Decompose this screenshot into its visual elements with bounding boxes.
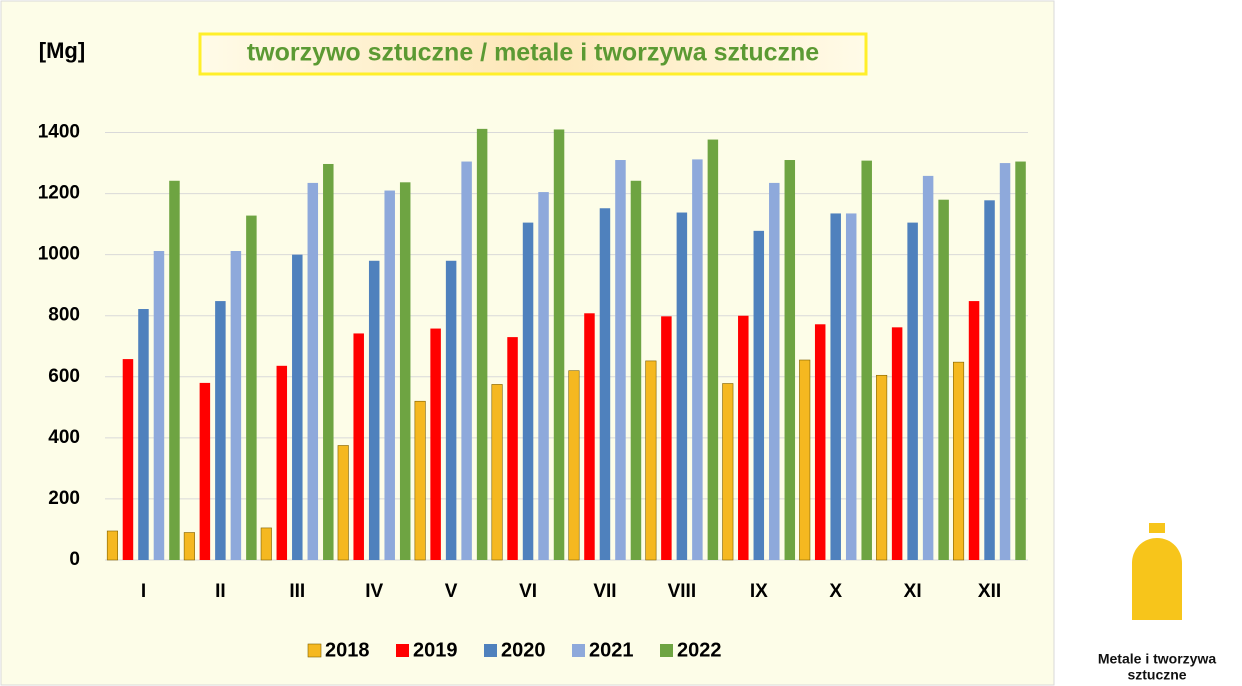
- x-tick-label: I: [141, 581, 146, 602]
- x-tick-label: VII: [593, 581, 616, 602]
- bar: [476, 128, 488, 561]
- legend-swatch: [660, 644, 673, 657]
- y-tick-label: 800: [48, 305, 80, 326]
- bar: [292, 254, 303, 560]
- bar: [568, 370, 580, 561]
- bar: [183, 532, 195, 561]
- logo-bottle: [1132, 538, 1182, 620]
- legend-label: 2022: [677, 639, 722, 661]
- bar: [430, 328, 441, 560]
- x-tick-label: V: [445, 581, 458, 602]
- bar: [276, 365, 288, 560]
- y-tick-label: 1000: [38, 244, 80, 265]
- bar: [968, 301, 980, 560]
- legend-label: 2018: [325, 639, 370, 661]
- bar: [1015, 161, 1026, 561]
- bar: [414, 400, 426, 561]
- bar: [445, 260, 457, 560]
- bar: [169, 180, 180, 560]
- bar: [384, 190, 395, 560]
- bar: [938, 199, 949, 560]
- bar: [522, 222, 534, 560]
- x-tick-label: X: [829, 581, 842, 602]
- bar: [814, 324, 826, 560]
- bar: [106, 530, 119, 561]
- bar: [553, 129, 565, 561]
- y-axis-label: [Mg]: [39, 38, 85, 63]
- bar: [538, 192, 549, 560]
- x-tick-label: VIII: [668, 581, 697, 602]
- y-tick-label: 600: [48, 366, 80, 387]
- bar: [153, 251, 165, 560]
- bar: [599, 208, 611, 561]
- bar: [337, 445, 349, 561]
- x-tick-label: IX: [750, 581, 768, 602]
- bar: [399, 182, 411, 560]
- legend-swatch: [484, 644, 497, 657]
- logo-label: Metale i tworzywa: [1098, 651, 1216, 667]
- y-tick-label: 0: [69, 549, 80, 570]
- legend-swatch: [307, 643, 322, 658]
- bar: [676, 212, 688, 560]
- x-tick-label: XII: [978, 581, 1001, 602]
- logo-cap: [1149, 523, 1165, 533]
- legend-label: 2019: [413, 639, 458, 661]
- bar: [722, 383, 734, 561]
- x-tick-label: II: [215, 581, 226, 602]
- bar: [461, 161, 472, 561]
- x-tick-label: VI: [519, 581, 537, 602]
- bar: [246, 215, 257, 561]
- y-tick-label: 200: [48, 488, 80, 509]
- legend-swatch: [572, 644, 585, 657]
- bar: [630, 180, 642, 560]
- bar: [907, 222, 918, 560]
- legend-label: 2020: [501, 639, 546, 661]
- bar: [922, 175, 934, 560]
- bar: [861, 160, 872, 560]
- legend-swatch: [396, 644, 409, 657]
- bar: [845, 213, 857, 561]
- bar: [799, 359, 811, 561]
- bar: [769, 182, 780, 560]
- bar: [692, 159, 703, 561]
- bar: [661, 316, 672, 560]
- bar: [615, 160, 626, 560]
- title-box: [198, 32, 868, 76]
- x-tick-label: IV: [365, 581, 383, 602]
- bar: [353, 333, 364, 560]
- x-tick-label: XI: [904, 581, 922, 602]
- bar: [230, 251, 242, 560]
- bar: [952, 361, 965, 561]
- x-tick-label: III: [289, 581, 305, 602]
- bar: [645, 360, 657, 561]
- legend-label: 2021: [589, 639, 634, 661]
- bar: [199, 382, 211, 560]
- bar: [260, 527, 272, 561]
- y-tick-label: 1200: [38, 183, 80, 204]
- bar: [491, 384, 503, 561]
- bar: [999, 163, 1011, 561]
- bar: [138, 309, 149, 560]
- chart-title: tworzywo sztuczne / metale i tworzywa sz…: [247, 39, 819, 67]
- bar: [876, 374, 888, 561]
- bar: [891, 327, 903, 560]
- bar: [122, 359, 134, 560]
- y-tick-label: 400: [48, 427, 80, 448]
- bar: [323, 163, 334, 560]
- bar: [307, 182, 319, 560]
- bar: [507, 337, 518, 560]
- bar: [738, 315, 749, 560]
- bar: [707, 139, 719, 560]
- logo: Metale i tworzywa sztuczne: [1098, 523, 1216, 683]
- bar: [215, 301, 226, 560]
- bar: [784, 160, 796, 560]
- bar: [584, 313, 595, 560]
- bar: [830, 213, 841, 561]
- logo-label: sztuczne: [1127, 667, 1186, 683]
- bar: [753, 230, 765, 561]
- bar: [984, 200, 995, 561]
- y-tick-label: 1400: [38, 122, 80, 143]
- bar: [368, 260, 380, 560]
